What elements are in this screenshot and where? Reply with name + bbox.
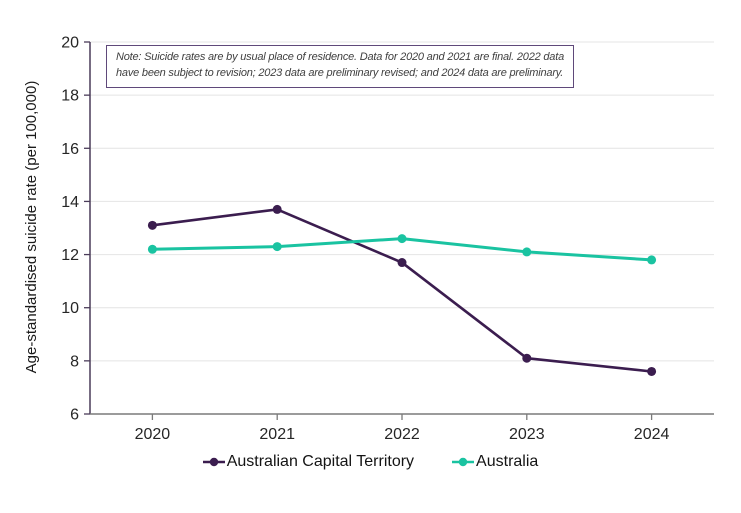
x-tick-label: 2021 [259, 426, 295, 443]
data-point-0-2023 [522, 353, 532, 363]
legend-item-act: Australian Capital Territory [202, 453, 415, 471]
y-tick-label: 14 [61, 194, 79, 211]
line-marker-icon [202, 456, 225, 468]
y-tick-label: 18 [61, 88, 79, 105]
y-tick-label: 16 [61, 141, 79, 158]
data-point-0-2024 [647, 366, 657, 376]
legend: Australian Capital Territory Australia [0, 453, 741, 471]
data-point-1-2020 [147, 244, 157, 254]
data-point-1-2022 [397, 234, 407, 244]
note-box: Note: Suicide rates are by usual place o… [106, 45, 574, 88]
legend-item-australia: Australia [452, 453, 538, 471]
x-tick-label: 2024 [634, 426, 670, 443]
data-point-1-2023 [522, 247, 532, 257]
data-point-0-2022 [397, 258, 407, 268]
series-line-0 [151, 208, 653, 373]
data-point-1-2021 [272, 242, 282, 252]
y-tick-label: 20 [61, 35, 79, 52]
x-tick-label: 2022 [384, 426, 420, 443]
note-line-1: Note: Suicide rates are by usual place o… [116, 51, 564, 63]
legend-label-act: Australian Capital Territory [226, 453, 415, 470]
y-tick-label: 12 [61, 247, 79, 264]
data-point-0-2021 [272, 204, 282, 214]
y-tick-label: 8 [70, 353, 79, 370]
x-tick-label: 2020 [135, 426, 171, 443]
data-point-0-2020 [147, 220, 157, 230]
legend-label-australia: Australia [476, 453, 539, 470]
y-tick-label: 10 [61, 300, 79, 317]
y-tick-label: 6 [70, 407, 79, 424]
note-line-2: have been subject to revision; 2023 data… [116, 66, 564, 79]
y-axis-title: Age-standardised suicide rate (per 100,0… [23, 80, 40, 374]
line-marker-icon [452, 456, 475, 468]
x-tick-label: 2023 [509, 426, 545, 443]
data-point-1-2024 [647, 255, 657, 265]
